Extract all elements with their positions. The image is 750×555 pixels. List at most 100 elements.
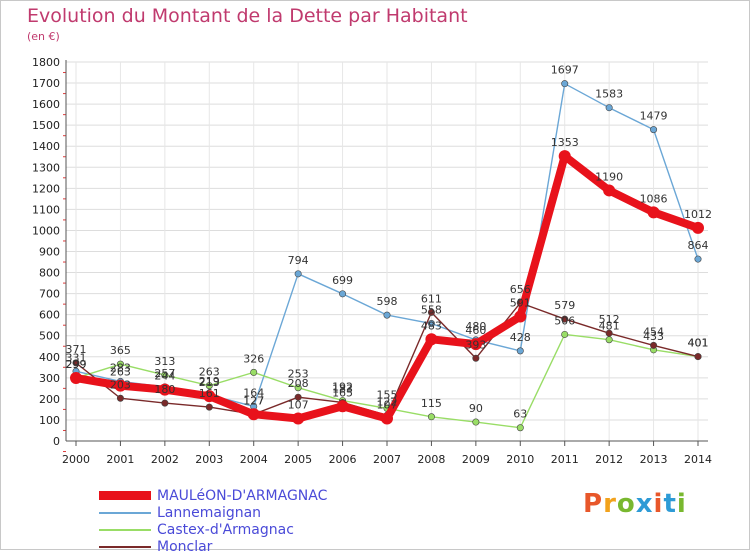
data-label: 558	[421, 304, 442, 317]
data-point	[427, 413, 435, 421]
data-label: 283	[110, 361, 131, 374]
x-tick-label: 2004	[240, 453, 268, 466]
logo-letter: i	[676, 489, 687, 519]
data-point	[516, 347, 524, 355]
legend: MAULéON-D'ARMAGNAC Lannemaignan Castex-d'A…	[99, 487, 327, 555]
data-point	[294, 270, 302, 278]
data-label: 313	[154, 355, 175, 368]
data-point	[383, 311, 391, 319]
y-tick-label: 1600	[32, 98, 60, 111]
data-point	[603, 184, 616, 197]
data-label: 253	[288, 368, 309, 381]
y-tick-label: 800	[39, 267, 60, 280]
data-label: 1012	[684, 208, 712, 221]
x-tick-label: 2008	[417, 453, 445, 466]
x-tick-label: 2014	[684, 453, 712, 466]
data-label: 428	[510, 331, 531, 344]
data-point	[158, 383, 171, 396]
data-label: 122	[377, 395, 398, 408]
data-label: 506	[554, 314, 575, 327]
data-label: 371	[66, 343, 87, 356]
data-labels: 299 263 244 213 127 107 165 107 483 460 591 1353 119…	[66, 64, 713, 421]
data-label: 161	[199, 387, 220, 400]
data-point	[605, 336, 613, 344]
y-tick-label: 1300	[32, 161, 60, 174]
data-point	[292, 412, 305, 425]
data-label: 115	[421, 397, 442, 410]
data-label: 63	[513, 408, 527, 421]
data-label: 512	[599, 313, 620, 326]
legend-item: Monclar	[99, 538, 327, 555]
data-label: 579	[554, 299, 575, 312]
x-tick-label: 2007	[373, 453, 401, 466]
y-tick-label: 1200	[32, 182, 60, 195]
data-label: 257	[154, 367, 175, 380]
data-label: 365	[110, 344, 131, 357]
data-label: 127	[243, 394, 264, 407]
data-point	[250, 368, 258, 376]
data-label: 1353	[551, 136, 579, 149]
data-point	[469, 338, 482, 351]
data-point	[339, 290, 347, 298]
x-tick-label: 2013	[640, 453, 668, 466]
chart-title: Evolution du Montant de la Dette par Hab…	[27, 5, 468, 27]
legend-item: MAULéON-D'ARMAGNAC	[99, 487, 327, 504]
proxiti-logo: Proxiti	[583, 489, 687, 519]
data-label: 401	[688, 337, 709, 350]
y-tick-label: 0	[53, 435, 60, 448]
logo-letter: x	[635, 489, 654, 519]
y-tick-label: 300	[39, 372, 60, 385]
data-point	[561, 315, 569, 323]
legend-label: Castex-d'Armagnac	[157, 521, 294, 538]
legend-label: MAULéON-D'ARMAGNAC	[157, 487, 328, 504]
data-point	[247, 408, 260, 421]
data-point	[561, 330, 569, 338]
data-label: 699	[332, 274, 353, 287]
data-label: 401	[688, 337, 709, 350]
data-label: 864	[688, 239, 709, 252]
data-label: 208	[288, 377, 309, 390]
x-tick-label: 2010	[506, 453, 534, 466]
data-point	[72, 359, 80, 367]
data-point	[605, 329, 613, 337]
data-label: 480	[465, 320, 486, 333]
data-label: 1697	[551, 64, 579, 77]
data-point	[558, 150, 571, 163]
data-label: 393	[465, 338, 486, 351]
logo-letter: o	[616, 489, 636, 519]
data-label: 203	[110, 378, 131, 391]
data-point	[472, 418, 480, 426]
y-tick-label: 600	[39, 309, 60, 322]
data-label: 591	[510, 297, 531, 310]
y-tick-label: 400	[39, 351, 60, 364]
x-tick-label: 2005	[284, 453, 312, 466]
data-label: 192	[332, 381, 353, 394]
data-label: 263	[110, 366, 131, 379]
legend-label: Monclar	[157, 538, 213, 555]
data-label: 299	[66, 358, 87, 371]
data-label: 611	[421, 292, 442, 305]
x-tick-label: 2012	[595, 453, 623, 466]
y-tick-label: 900	[39, 246, 60, 259]
chart-unit-label: (en €)	[27, 30, 60, 43]
x-tick-label: 2003	[195, 453, 223, 466]
data-point	[647, 206, 660, 219]
y-tick-label: 1500	[32, 119, 60, 132]
data-label: 244	[154, 370, 175, 383]
data-point	[294, 393, 302, 401]
data-point	[116, 394, 124, 402]
y-tick-label: 1100	[32, 203, 60, 216]
data-label: 299	[66, 358, 87, 371]
data-point	[650, 341, 658, 349]
data-point	[70, 372, 82, 385]
x-tick-label: 2001	[106, 453, 134, 466]
y-tick-label: 500	[39, 330, 60, 343]
data-label: 331	[66, 351, 87, 364]
y-tick-label: 700	[39, 288, 60, 301]
data-point	[561, 80, 569, 88]
data-label: 155	[377, 388, 398, 401]
data-label: 164	[243, 386, 264, 399]
data-point	[692, 221, 704, 234]
